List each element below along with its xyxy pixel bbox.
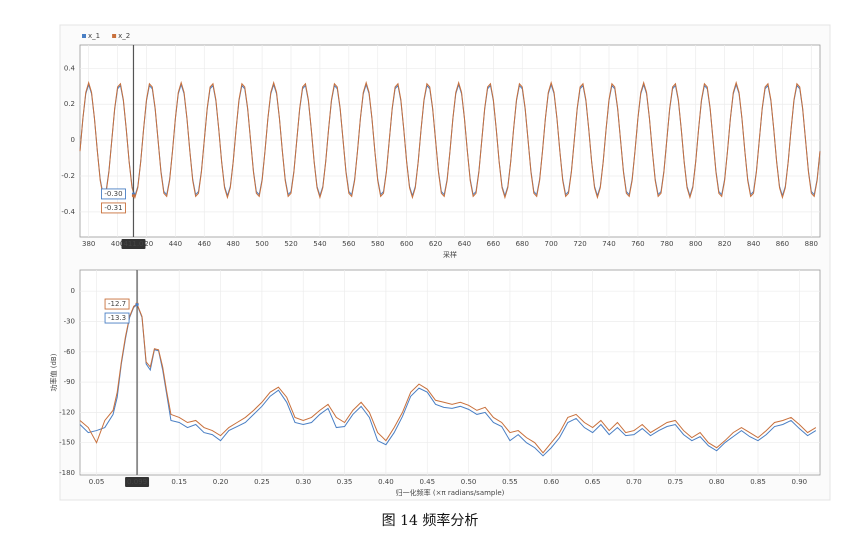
x-tick-label: 600 (400, 240, 413, 248)
value-label: -0.30 (104, 190, 122, 198)
plot-area (79, 269, 821, 476)
value-label-box (101, 188, 126, 200)
x-tick-label: 440 (169, 240, 182, 248)
x-tick-label: 0.60 (543, 478, 559, 486)
x-tick-label: 0.05 (89, 478, 105, 486)
x-tick-label: 520 (284, 240, 297, 248)
x-tick-label: 860 (776, 240, 789, 248)
y-tick-label: -0.2 (61, 172, 75, 180)
x-tick-label: 0.35 (337, 478, 353, 486)
series-line (79, 80, 821, 200)
x-tick-label: 480 (227, 240, 240, 248)
x-tick-label: 640 (458, 240, 471, 248)
x-tick-label: 700 (544, 240, 557, 248)
y-tick-label: 0 (71, 287, 75, 295)
legend-swatch (112, 34, 117, 38)
x-axis-label: 采样 (443, 250, 457, 259)
x-tick-label: 0.30 (295, 478, 311, 486)
y-tick-label: 0.2 (64, 100, 75, 108)
x-tick-label: 560 (342, 240, 355, 248)
x-tick-label: 620 (429, 240, 442, 248)
y-tick-label: 0.4 (64, 64, 76, 72)
plot-area (79, 44, 821, 238)
y-tick-label: -90 (64, 378, 75, 386)
cursor-label-box (121, 239, 146, 249)
y-tick-label: -30 (64, 318, 75, 326)
x-tick-label: 460 (198, 240, 211, 248)
value-label: -12.7 (108, 300, 126, 308)
series-line (79, 303, 817, 454)
x-tick-label: 580 (371, 240, 384, 248)
x-tick-label: 880 (805, 240, 818, 248)
x-tick-label: 820 (718, 240, 731, 248)
x-tick-label: 0.45 (419, 478, 435, 486)
x-tick-label: 420 (140, 240, 153, 248)
value-label-box (104, 312, 130, 324)
y-tick-label: -180 (59, 469, 75, 477)
value-label: -0.31 (104, 204, 122, 212)
cursor-label-box (125, 477, 150, 487)
x-tick-label: 0.70 (626, 478, 642, 486)
y-tick-label: -60 (64, 348, 75, 356)
x-tick-label: 0.40 (378, 478, 394, 486)
value-label-box (104, 298, 130, 310)
x-axis-label: 归一化频率 (×π radians/sample) (396, 488, 505, 497)
y-tick-label: -120 (59, 408, 75, 416)
x-tick-label: 660 (487, 240, 500, 248)
x-tick-label: 0.20 (213, 478, 229, 486)
caption: 图 14 频率分析 (382, 512, 479, 529)
x-tick-label: 800 (689, 240, 702, 248)
x-tick-label: 0.50 (461, 478, 477, 486)
x-tick-label: 0.65 (585, 478, 601, 486)
y-tick-label: -150 (59, 439, 75, 447)
x-tick-label: 0.75 (668, 478, 684, 486)
y-tick-label: -0.4 (61, 208, 75, 216)
x-tick-label: 0.15 (171, 478, 187, 486)
x-tick-label: 720 (573, 240, 586, 248)
legend-label: x_2 (118, 32, 130, 40)
cursor-point (135, 303, 139, 307)
value-label-box (101, 202, 126, 214)
value-label: -13.3 (108, 314, 126, 322)
y-axis-label: 功率值 (dB) (49, 353, 58, 391)
x-tick-label: 400 (111, 240, 124, 248)
x-tick-label: 740 (602, 240, 615, 248)
y-tick-label: 0 (71, 136, 75, 144)
x-tick-label: 780 (660, 240, 673, 248)
x-tick-label: 500 (255, 240, 268, 248)
x-tick-label: 0.25 (254, 478, 270, 486)
x-tick-label: 840 (747, 240, 760, 248)
x-tick-label: 0.90 (792, 478, 808, 486)
x-tick-label: 540 (313, 240, 326, 248)
legend-swatch (82, 34, 86, 38)
cursor-label: 411.0 (123, 240, 143, 248)
x-tick-label: 0.85 (750, 478, 766, 486)
x-tick-label: 680 (516, 240, 529, 248)
x-tick-label: 380 (82, 240, 95, 248)
cursor-label: 0.099 (127, 478, 147, 486)
cursor-point (131, 194, 136, 198)
x-tick-label: 760 (631, 240, 644, 248)
legend-label: x_1 (88, 32, 100, 40)
x-tick-label: 0.55 (502, 478, 518, 486)
x-tick-label: 0.80 (709, 478, 725, 486)
